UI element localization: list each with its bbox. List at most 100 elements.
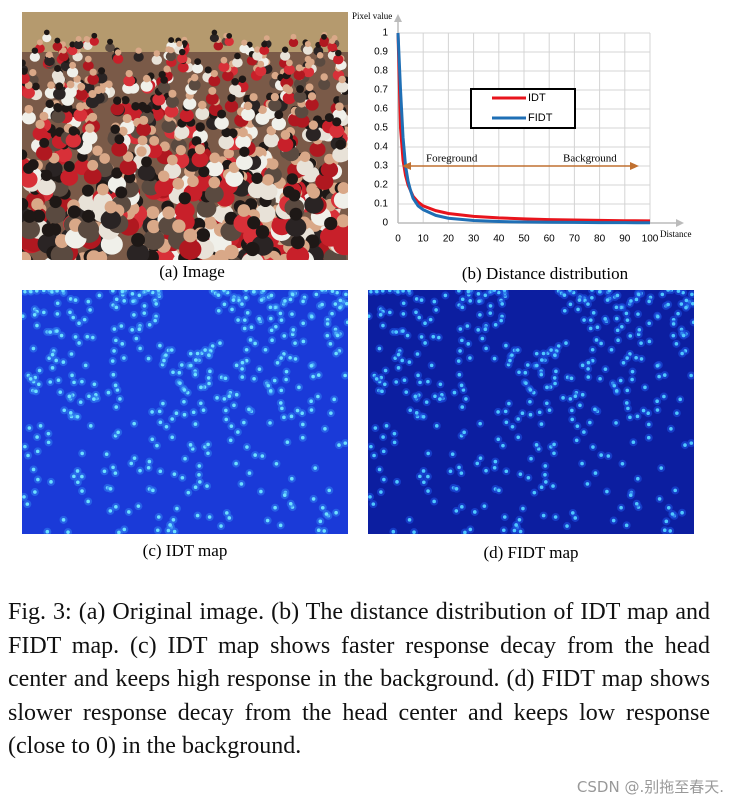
head-center (464, 397, 468, 401)
head-center (61, 360, 66, 364)
head-center (164, 353, 168, 357)
person-body (183, 97, 197, 110)
head-center (691, 301, 694, 306)
person-head (274, 110, 284, 120)
head-center (556, 344, 561, 348)
head-center (586, 360, 591, 365)
head-center (33, 490, 37, 494)
head-center (150, 437, 155, 442)
head-center (683, 443, 687, 447)
head-center (320, 290, 324, 292)
head-center (547, 408, 552, 412)
head-center (484, 468, 488, 473)
head-center (151, 488, 155, 493)
head-center (146, 465, 151, 470)
head-center (626, 406, 630, 411)
head-center (130, 292, 135, 296)
person-head (332, 117, 342, 127)
head-center (532, 490, 537, 495)
series-line (396, 32, 651, 223)
person-head (114, 49, 122, 56)
head-center (227, 516, 232, 520)
head-center (244, 295, 248, 300)
person-head (45, 99, 54, 109)
head-center (50, 290, 54, 294)
head-center (234, 461, 238, 466)
head-center (568, 302, 573, 307)
head-center (586, 302, 590, 306)
head-center (466, 342, 471, 346)
person-body (320, 161, 339, 178)
person-head (243, 101, 253, 111)
person-head (147, 219, 161, 234)
person-body (336, 81, 348, 93)
person-head (61, 103, 70, 113)
person-head (122, 113, 132, 124)
head-center (242, 326, 247, 331)
person-body (205, 92, 219, 105)
head-center (460, 297, 465, 302)
x-tick-label: 80 (594, 234, 606, 245)
head-center (195, 513, 200, 518)
head-center (126, 510, 131, 514)
head-center (396, 290, 400, 294)
head-center (426, 489, 430, 493)
head-center (577, 298, 582, 302)
person-head (43, 29, 50, 36)
head-center (231, 298, 236, 302)
person-head (324, 216, 338, 231)
head-center (634, 501, 639, 506)
person-body (157, 81, 171, 94)
person-head (296, 85, 305, 93)
head-center (500, 302, 504, 306)
head-center (316, 373, 321, 377)
person-body (74, 88, 88, 101)
head-center (535, 363, 539, 368)
head-center (459, 471, 464, 475)
head-center (544, 480, 548, 484)
head-center (259, 298, 264, 302)
head-center (457, 465, 461, 470)
head-center (582, 430, 586, 434)
head-center (177, 370, 182, 375)
head-center (219, 524, 223, 528)
person-head (168, 89, 177, 98)
person-head (337, 182, 348, 195)
person-head (53, 103, 63, 113)
head-center (605, 489, 609, 494)
head-center (593, 407, 597, 412)
head-center (588, 326, 593, 331)
head-center (520, 411, 525, 416)
head-center (407, 290, 411, 293)
head-center (48, 330, 53, 334)
head-center (637, 327, 642, 332)
head-center (35, 435, 39, 439)
head-center (111, 290, 115, 293)
person-body (53, 88, 66, 100)
person-body (73, 40, 84, 50)
person-head (172, 177, 185, 190)
person-head (115, 186, 128, 199)
head-center (570, 408, 574, 413)
head-center (499, 318, 503, 323)
head-center (253, 453, 257, 457)
head-center (86, 299, 91, 304)
head-center (434, 424, 439, 428)
head-center (216, 293, 221, 297)
head-center (297, 385, 301, 390)
person-body (89, 37, 99, 46)
head-center (457, 290, 461, 293)
head-center (206, 442, 210, 447)
head-center (77, 321, 81, 326)
person-head (190, 73, 199, 82)
person-head (336, 214, 348, 228)
person-head (136, 146, 147, 157)
head-center (539, 422, 544, 426)
head-center (122, 356, 126, 360)
head-center (384, 424, 389, 428)
head-center (291, 327, 296, 332)
head-center (454, 487, 459, 491)
head-center (345, 320, 348, 325)
person-head (68, 126, 79, 136)
head-glow (343, 318, 348, 327)
